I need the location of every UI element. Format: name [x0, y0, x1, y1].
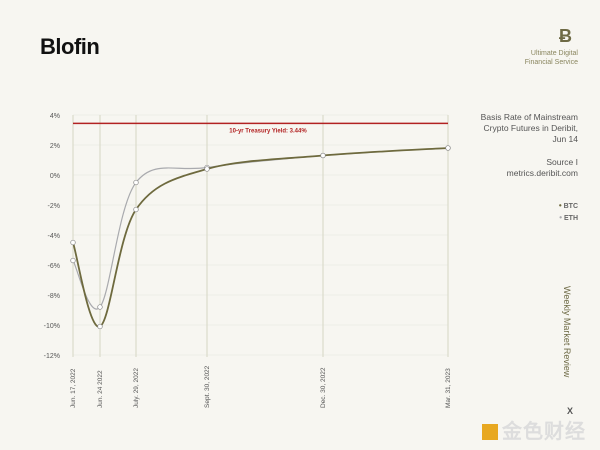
- y-tick-label: -2%: [48, 203, 60, 210]
- data-point-btc: [70, 239, 76, 246]
- x-mark: X: [567, 406, 574, 416]
- watermark: 金色财经: [482, 415, 586, 444]
- chart-description: Basis Rate of Mainstream Crypto Futures …: [480, 112, 578, 144]
- y-tick-label: -10%: [44, 323, 60, 330]
- treasury-yield-label: 10-yr Treasury Yield: 3.44%: [229, 128, 307, 134]
- legend-item-eth: • ETH: [559, 213, 578, 222]
- data-point-btc: [133, 206, 139, 213]
- data-point-eth: [133, 179, 139, 186]
- chart-source: Source I metrics.deribit.com: [506, 157, 578, 178]
- y-tick-label: 4%: [50, 113, 60, 120]
- x-tick-label: July. 29, 2022: [133, 368, 140, 408]
- x-tick-label: Jun. 24 2022: [97, 370, 104, 408]
- data-point-btc: [97, 323, 103, 330]
- y-tick-label: -6%: [48, 263, 60, 270]
- y-tick-label: -8%: [48, 293, 60, 300]
- data-point-btc: [320, 152, 326, 159]
- series-line-btc: [72, 147, 449, 328]
- brand-mark-icon: Ƀ: [559, 26, 572, 46]
- x-tick-label: Sept. 30, 2022: [204, 365, 211, 408]
- x-tick-label: Dec. 30, 2022: [320, 367, 327, 408]
- data-point-btc: [204, 166, 210, 172]
- tagline: Ultimate Digital Financial Service: [524, 50, 578, 66]
- y-tick-label: -4%: [48, 233, 60, 240]
- vertical-title: Weekly Market Review: [562, 286, 572, 378]
- series-line-eth: [72, 147, 449, 310]
- y-tick-label: -12%: [44, 353, 60, 360]
- y-tick-label: 0%: [50, 173, 60, 180]
- legend: • BTC • ETH: [559, 200, 578, 224]
- blofin-logo: Blofin: [40, 34, 100, 59]
- watermark-logo-icon: [482, 424, 498, 440]
- y-tick-label: 2%: [50, 143, 60, 150]
- data-point-eth: [97, 304, 103, 310]
- data-point-eth: [70, 257, 76, 264]
- x-tick-label: Mar. 31, 2023: [445, 368, 452, 408]
- data-point-btc: [445, 145, 451, 151]
- legend-item-btc: • BTC: [558, 201, 578, 210]
- x-tick-label: Jun. 17, 2022: [70, 368, 77, 408]
